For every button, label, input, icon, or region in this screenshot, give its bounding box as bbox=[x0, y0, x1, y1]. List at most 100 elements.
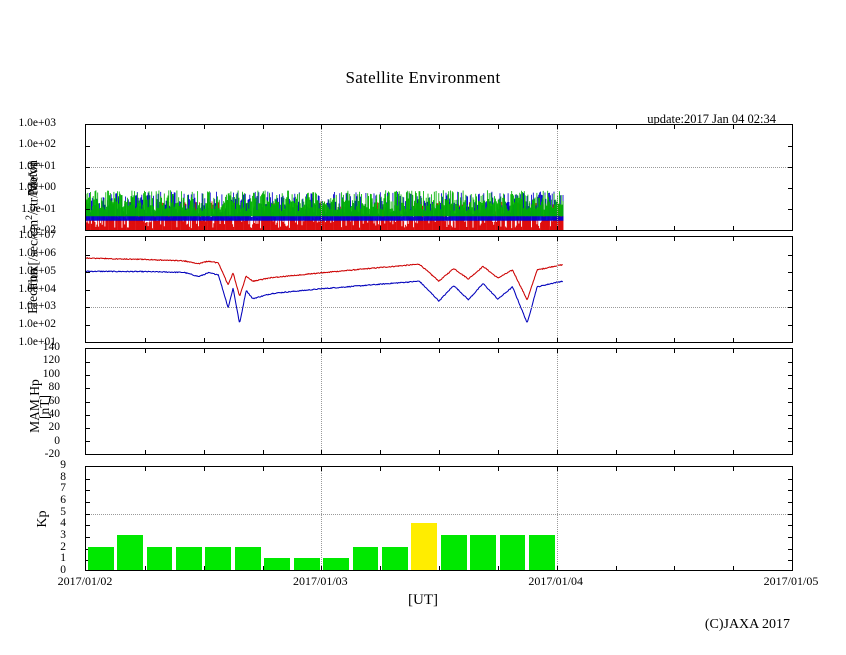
x-tick-label: 2017/01/03 bbox=[292, 574, 348, 588]
axis-tick bbox=[86, 440, 90, 442]
axis-tick bbox=[674, 237, 676, 241]
axis-tick bbox=[788, 427, 792, 429]
axis-tick bbox=[674, 338, 676, 342]
electron-red-trace bbox=[86, 257, 563, 301]
kp-bar bbox=[470, 535, 497, 570]
axis-tick bbox=[86, 537, 90, 538]
axis-tick bbox=[86, 146, 90, 147]
axis-tick bbox=[615, 338, 617, 342]
mam-hp-panel bbox=[85, 348, 793, 455]
kp-axis-title: Kp bbox=[35, 510, 50, 528]
axis-tick bbox=[86, 362, 90, 364]
proton-flux-panel bbox=[85, 124, 793, 231]
axis-tick bbox=[556, 125, 558, 129]
axis-tick bbox=[86, 513, 90, 515]
axis-tick bbox=[321, 226, 323, 230]
axis-tick bbox=[86, 272, 90, 273]
kp-bar bbox=[234, 546, 261, 570]
axis-tick bbox=[788, 272, 792, 273]
axis-tick bbox=[380, 338, 382, 342]
axis-tick bbox=[144, 226, 146, 230]
y-tick-label: 120 bbox=[42, 354, 60, 367]
x-axis-title: [UT] bbox=[408, 592, 438, 608]
axis-tick bbox=[144, 450, 146, 454]
kp-bar bbox=[176, 546, 202, 570]
axis-tick bbox=[439, 450, 440, 454]
axis-tick bbox=[203, 349, 205, 353]
axis-tick bbox=[615, 467, 617, 471]
y-tick-label: 3 bbox=[60, 529, 66, 541]
y-tick-label: 2 bbox=[60, 540, 66, 553]
axis-tick bbox=[788, 289, 792, 291]
axis-tick bbox=[497, 566, 499, 570]
day-gridline bbox=[321, 467, 323, 570]
kp-bar bbox=[293, 558, 320, 570]
page-title: Satellite Environment bbox=[345, 68, 501, 87]
y-tick-label: 1.0e+02 bbox=[18, 138, 56, 151]
axis-tick bbox=[380, 450, 382, 454]
axis-tick bbox=[86, 254, 90, 256]
axis-tick bbox=[86, 427, 90, 429]
axis-tick bbox=[556, 237, 558, 241]
axis-tick bbox=[497, 226, 499, 230]
axis-tick bbox=[497, 450, 499, 454]
axis-tick bbox=[203, 450, 205, 454]
axis-tick bbox=[556, 467, 558, 471]
axis-tick bbox=[788, 254, 792, 256]
axis-tick bbox=[262, 338, 264, 342]
axis-tick bbox=[615, 349, 617, 353]
y-tick-label: 1.0e+07 bbox=[18, 229, 56, 241]
y-tick-label: 1.0e+06 bbox=[18, 246, 56, 259]
axis-tick bbox=[262, 467, 264, 471]
axis-tick bbox=[86, 324, 90, 326]
y-tick-label: 1.0e+04 bbox=[18, 282, 56, 295]
axis-tick bbox=[788, 375, 792, 377]
axis-tick bbox=[380, 226, 382, 230]
axis-tick bbox=[86, 478, 90, 480]
kp-bar bbox=[381, 546, 408, 570]
day-gridline bbox=[321, 125, 323, 230]
electron-flux-traces bbox=[86, 257, 564, 323]
axis-tick bbox=[788, 414, 792, 416]
axis-tick bbox=[439, 226, 440, 230]
day-gridline bbox=[556, 237, 558, 342]
axis-tick bbox=[788, 537, 792, 538]
axis-tick bbox=[380, 237, 382, 241]
axis-tick bbox=[615, 125, 617, 129]
axis-tick bbox=[86, 414, 90, 416]
axis-tick bbox=[556, 338, 558, 342]
axis-tick bbox=[733, 338, 735, 342]
axis-tick bbox=[86, 388, 90, 390]
axis-tick bbox=[203, 566, 205, 570]
y-tick-label: 0 bbox=[60, 564, 66, 576]
y-tick-label: 6 bbox=[60, 494, 66, 506]
axis-tick bbox=[321, 125, 323, 129]
day-gridline bbox=[556, 125, 558, 230]
axis-tick bbox=[144, 349, 146, 353]
kp-index-panel bbox=[85, 466, 793, 571]
proton-green-trace bbox=[86, 190, 564, 217]
kp-bar bbox=[264, 558, 291, 570]
axis-tick bbox=[380, 349, 382, 353]
axis-tick bbox=[497, 125, 499, 129]
axis-tick bbox=[86, 307, 90, 308]
axis-tick bbox=[497, 349, 499, 353]
value-gridline bbox=[86, 513, 792, 515]
x-axis-tick-labels: 2017/01/02 2017/01/03 2017/01/04 2017/01/05 bbox=[0, 574, 846, 594]
axis-tick bbox=[439, 338, 440, 342]
day-gridline bbox=[321, 349, 323, 454]
axis-tick bbox=[86, 375, 90, 377]
y-tick-label: 140 bbox=[42, 341, 60, 353]
axis-tick bbox=[203, 237, 205, 241]
value-gridline bbox=[86, 307, 792, 308]
axis-tick bbox=[788, 502, 792, 503]
y-tick-label: 1.0e+05 bbox=[18, 264, 56, 277]
axis-tick bbox=[497, 237, 499, 241]
axis-tick bbox=[788, 362, 792, 364]
axis-tick bbox=[788, 401, 792, 403]
axis-tick bbox=[262, 226, 264, 230]
y-tick-label: -20 bbox=[44, 448, 60, 460]
axis-tick bbox=[86, 490, 90, 492]
axis-tick bbox=[615, 450, 617, 454]
y-tick-label: 5 bbox=[60, 505, 66, 518]
